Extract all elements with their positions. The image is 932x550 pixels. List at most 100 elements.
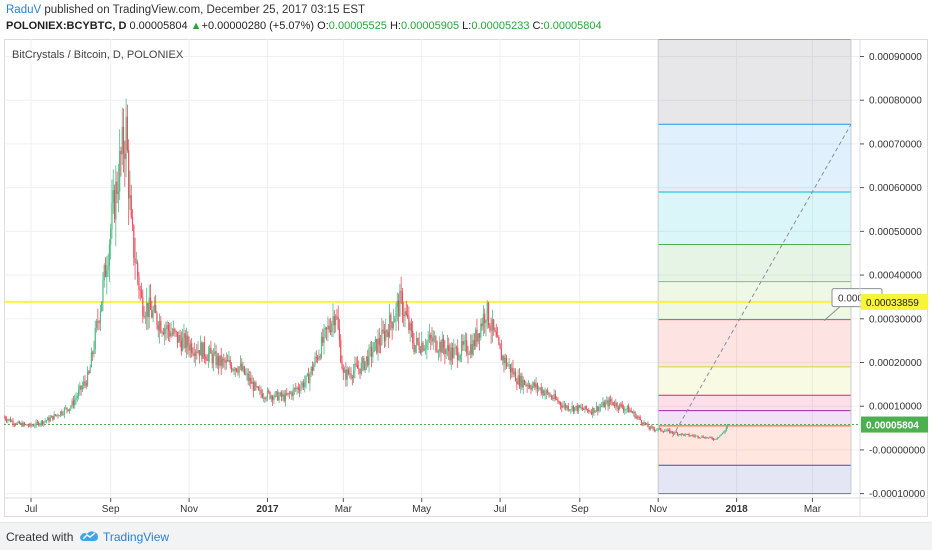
- tradingview-brand-link[interactable]: TradingView: [103, 530, 170, 544]
- price-tick-label: 0.00060000: [869, 183, 922, 194]
- time-tick-label: Mar: [804, 504, 822, 515]
- candle-body: [395, 306, 397, 319]
- candle-body: [86, 371, 89, 386]
- candle-body: [274, 392, 276, 397]
- candle-body: [683, 434, 685, 436]
- candle-body: [606, 400, 608, 403]
- candle-body: [469, 344, 472, 354]
- candle-body: [346, 369, 348, 380]
- candle-body: [696, 435, 698, 437]
- chart-title: BitCrystals / Bitcoin, D, POLONIEX: [12, 49, 184, 61]
- candle-body: [155, 305, 157, 313]
- candle-body: [406, 314, 409, 317]
- candle-body: [378, 338, 380, 345]
- candle-body: [327, 325, 329, 330]
- candle-body: [167, 325, 170, 331]
- candle-body: [188, 345, 190, 351]
- candle-body: [18, 421, 21, 424]
- candle-body: [457, 347, 459, 361]
- candle-body: [193, 353, 195, 356]
- candle-body: [12, 420, 14, 425]
- candle-body: [192, 353, 194, 355]
- candle-body: [98, 322, 100, 324]
- candle-body: [147, 302, 149, 318]
- candle-body: [602, 401, 604, 406]
- candle-body: [651, 426, 653, 428]
- candle-body: [345, 369, 347, 380]
- candle-body: [409, 323, 411, 331]
- author-link[interactable]: RaduV: [6, 4, 42, 16]
- candle-body: [576, 405, 578, 412]
- candle-body: [661, 430, 663, 432]
- price-chart[interactable]: 0.00029570.000900000.000800000.000700000…: [4, 39, 928, 517]
- candle-body: [314, 356, 316, 365]
- candle-body: [455, 347, 458, 349]
- candle-body: [216, 355, 218, 366]
- candle-body: [652, 427, 654, 429]
- candle-body: [241, 363, 243, 371]
- candle-body: [268, 390, 270, 393]
- candle-body: [196, 351, 198, 353]
- candle-body: [697, 435, 699, 438]
- candle-body: [575, 405, 577, 408]
- candle-body: [376, 338, 378, 353]
- candle-body: [481, 323, 483, 327]
- candle-body: [646, 423, 648, 425]
- candle-body: [4, 417, 5, 418]
- candle-body: [649, 426, 652, 429]
- candle-body: [356, 364, 359, 369]
- candle-body: [184, 333, 186, 349]
- candle-body: [89, 367, 91, 374]
- candle-body: [415, 338, 418, 346]
- candle-body: [120, 150, 122, 155]
- candle-body: [117, 191, 119, 195]
- time-tick-label: Jul: [25, 504, 38, 515]
- candle-body: [354, 363, 356, 371]
- candle-body: [176, 331, 179, 343]
- candle-body: [563, 404, 565, 406]
- close-label: C:: [532, 20, 544, 32]
- candle-body: [363, 357, 365, 370]
- candle-body: [712, 439, 715, 440]
- candle-body: [615, 402, 617, 407]
- published-text: published on TradingView.com, December 2…: [41, 4, 366, 16]
- close-value: 0.00005804: [543, 20, 602, 32]
- candle-body: [597, 406, 599, 412]
- candle-body: [265, 398, 267, 400]
- candle-body: [714, 438, 716, 440]
- candle-body: [644, 422, 646, 425]
- candle-body: [718, 437, 720, 438]
- candle-body: [414, 345, 416, 352]
- time-tick-label: Nov: [649, 504, 667, 515]
- candle-body: [248, 377, 251, 381]
- candle-body: [309, 374, 311, 384]
- candle-body: [166, 325, 168, 329]
- candle-body: [612, 402, 614, 405]
- callout-pointer: [823, 306, 841, 322]
- candle-body: [182, 337, 184, 351]
- candle-body: [32, 425, 35, 427]
- candle-body: [52, 415, 54, 420]
- candle-body: [49, 417, 51, 422]
- candle-body: [197, 350, 199, 353]
- candle-body: [62, 414, 64, 416]
- candle-body: [63, 408, 66, 415]
- candle-body: [156, 312, 158, 325]
- candle-body: [399, 291, 401, 317]
- candle-body: [360, 362, 362, 374]
- candle-body: [538, 388, 540, 390]
- candle-body: [682, 433, 684, 435]
- candle-body: [41, 420, 44, 425]
- candle-body: [671, 431, 673, 433]
- candle-body: [88, 371, 90, 374]
- candle-body: [550, 395, 553, 399]
- candle-body: [288, 392, 290, 394]
- candle-body: [340, 340, 342, 362]
- candle-body: [523, 380, 526, 385]
- candle-body: [559, 402, 562, 406]
- candle-body: [680, 433, 682, 435]
- candle-body: [38, 422, 40, 426]
- candle-body: [711, 437, 713, 440]
- candle-body: [625, 408, 627, 410]
- candle-body: [446, 345, 449, 350]
